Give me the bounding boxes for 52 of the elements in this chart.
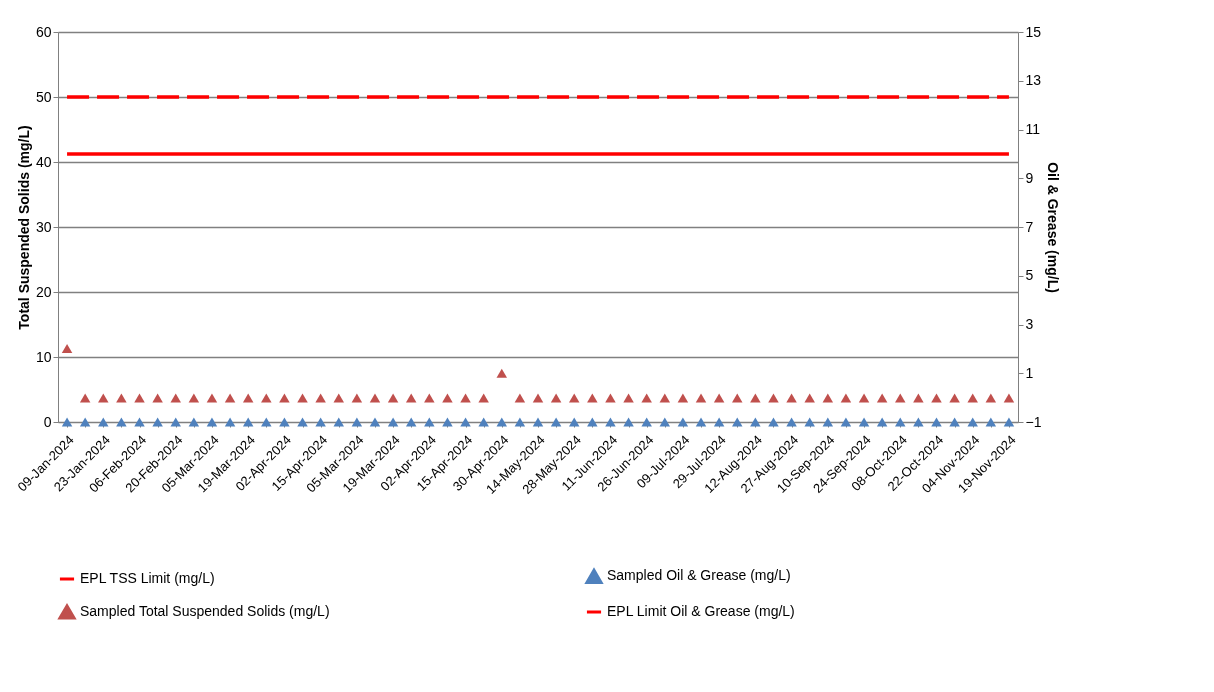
point [442, 393, 453, 403]
point [677, 393, 689, 403]
point [514, 393, 526, 403]
point [224, 393, 236, 403]
point [351, 393, 363, 403]
point [297, 393, 308, 403]
legend-label: Sampled Oil & Grease (mg/L) [607, 567, 791, 584]
legend-label: EPL Limit Oil & Grease (mg/L) [607, 603, 795, 619]
point [387, 393, 399, 403]
point [786, 393, 797, 403]
point [532, 393, 544, 403]
y-axis-title: Total Suspended Solids (mg/L) [15, 125, 32, 330]
y2-tick-label: 13 [1025, 72, 1042, 89]
point [713, 393, 725, 403]
y-tick-label: 0 [43, 413, 52, 430]
point [840, 393, 852, 403]
point [876, 393, 888, 403]
point [768, 393, 779, 403]
point [496, 368, 508, 378]
point [79, 393, 91, 403]
y-tick-label: 30 [35, 218, 52, 235]
y2-tick-label: 7 [1025, 218, 1034, 235]
y-tick-label: 10 [35, 348, 52, 365]
point [460, 393, 471, 403]
y2-tick-label: 3 [1025, 316, 1034, 332]
y2-tick-label: 9 [1025, 169, 1034, 186]
point [206, 393, 218, 403]
point [550, 393, 562, 403]
point [1003, 393, 1015, 403]
legend-label: EPL TSS Limit (mg/L) [80, 570, 215, 586]
point [949, 393, 960, 403]
y2-tick-label: 15 [1025, 23, 1042, 40]
point [61, 344, 73, 354]
y-tick-label: 20 [35, 283, 52, 300]
y2-axis-title: Oil & Grease (mg/L) [1045, 162, 1062, 293]
point [242, 393, 254, 403]
y2-tick-label: −1 [1025, 413, 1042, 430]
point [931, 393, 942, 403]
point [188, 393, 200, 403]
y2-tick-label: 5 [1025, 267, 1034, 284]
point [605, 393, 616, 403]
point [695, 393, 707, 403]
y-tick-label: 60 [35, 23, 52, 40]
point [134, 393, 145, 403]
legend-label: Sampled Total Suspended Solids (mg/L) [80, 603, 330, 619]
y2-tick-label: 11 [1025, 121, 1041, 137]
y-tick-label: 40 [35, 153, 52, 170]
point [279, 393, 290, 403]
y2-tick-label: 1 [1025, 364, 1034, 381]
point [858, 393, 870, 403]
y-tick-label: 50 [35, 88, 52, 105]
point [369, 393, 381, 403]
